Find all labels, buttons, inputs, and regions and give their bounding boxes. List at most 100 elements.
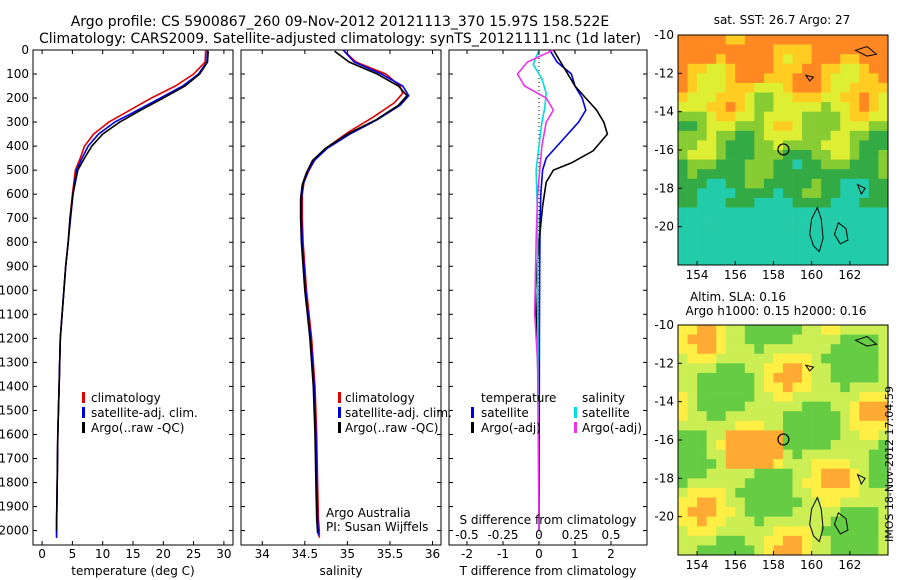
- map-cell: [868, 372, 879, 383]
- map-cell: [697, 545, 707, 556]
- map-cell: [754, 150, 765, 160]
- map-cell: [840, 535, 851, 546]
- series-line: [55, 51, 209, 531]
- map-cell: [840, 487, 851, 498]
- map-cell: [697, 102, 707, 112]
- map-cell: [821, 363, 832, 374]
- map-cell: [763, 334, 774, 345]
- map-cell: [840, 353, 851, 364]
- map-cell: [792, 382, 803, 393]
- map-cell: [697, 497, 707, 508]
- legend-heading-temperature: temperature: [481, 391, 556, 405]
- map-cell: [735, 150, 746, 160]
- map-cell: [868, 111, 879, 122]
- map-cell: [783, 178, 793, 189]
- map-cell: [763, 363, 774, 374]
- x-tick-label: 0: [38, 547, 46, 561]
- map-cell: [773, 63, 784, 74]
- map-cell: [840, 545, 851, 556]
- map-cell: [697, 382, 707, 393]
- map-cell: [763, 468, 774, 479]
- reef-outline: [809, 206, 824, 253]
- map-cell: [706, 392, 717, 402]
- x-tick-label: -0.5: [455, 528, 478, 542]
- map-cell: [763, 140, 774, 151]
- map-cell: [725, 73, 736, 84]
- map-cell: [678, 468, 688, 479]
- attribution-line1: Argo Australia: [326, 506, 411, 520]
- map-cell: [811, 392, 822, 402]
- sla-map: 154 156 158 160 162 -10 -12 -14 -16 -18 -20: [654, 318, 889, 572]
- map-cell: [802, 334, 812, 345]
- map-cell: [821, 545, 832, 556]
- map-cell: [830, 169, 841, 180]
- map-cell: [773, 121, 784, 132]
- map-cell: [763, 392, 774, 402]
- map-cell: [783, 207, 793, 218]
- map-cell: [725, 401, 736, 412]
- map-cell: [821, 255, 832, 266]
- map-cell: [821, 197, 832, 208]
- map-cell: [754, 382, 765, 393]
- map-cell: [706, 102, 717, 112]
- map-cell: [859, 516, 870, 527]
- depth-tick-label: 1400: [0, 379, 29, 393]
- map-cell: [783, 150, 793, 160]
- s-difference-xlabel: S difference from climatology: [460, 513, 637, 527]
- depth-tick-label: 200: [6, 91, 29, 105]
- map-cell: [678, 92, 688, 103]
- map-cell: [868, 392, 879, 402]
- map-cell: [878, 207, 889, 218]
- map-cell: [783, 188, 793, 199]
- map-cell: [773, 54, 784, 65]
- map-cell: [773, 392, 784, 402]
- map-cell: [821, 92, 832, 103]
- map-cell: [821, 102, 832, 112]
- map-cell: [716, 169, 727, 180]
- map-cell: [773, 411, 784, 422]
- map-cell: [744, 178, 755, 189]
- map-cell: [868, 507, 879, 517]
- map-cell: [735, 430, 746, 441]
- map-y-tick-label: -18: [654, 471, 674, 485]
- map-cell: [697, 169, 707, 180]
- map-cell: [792, 140, 803, 151]
- map-cell: [783, 449, 793, 460]
- map-cell: [849, 197, 860, 208]
- map-cell: [697, 245, 707, 256]
- map-cell: [716, 382, 727, 393]
- series-line: [532, 50, 548, 531]
- map-cell: [763, 63, 774, 74]
- map-cell: [783, 44, 793, 55]
- map-cell: [821, 63, 832, 74]
- map-cell: [811, 82, 822, 93]
- map-cell: [830, 111, 841, 122]
- map-cell: [783, 197, 793, 208]
- map-cell: [678, 363, 688, 374]
- map-cell: [849, 169, 860, 180]
- map-cell: [706, 217, 717, 227]
- map-cell: [763, 372, 774, 383]
- map-cell: [716, 468, 727, 479]
- map-cell: [744, 73, 755, 84]
- map-cell: [830, 363, 841, 374]
- map-cell: [763, 497, 774, 508]
- map-cell: [678, 54, 688, 65]
- map-cell: [849, 545, 860, 556]
- map-cell: [706, 44, 717, 55]
- map-cell: [697, 207, 707, 218]
- map-cell: [773, 401, 784, 412]
- map-cell: [754, 188, 765, 199]
- map-cell: [849, 130, 860, 141]
- map-cell: [754, 334, 765, 345]
- map-cell: [678, 236, 688, 247]
- map-cell: [773, 169, 784, 180]
- map-cell: [811, 363, 822, 374]
- map-cell: [859, 236, 870, 247]
- map-cell: [763, 54, 774, 65]
- map-cell: [697, 449, 707, 460]
- map-cell: [716, 545, 727, 556]
- map-cell: [687, 169, 698, 180]
- map-cell: [859, 401, 870, 412]
- series-line: [516, 50, 555, 531]
